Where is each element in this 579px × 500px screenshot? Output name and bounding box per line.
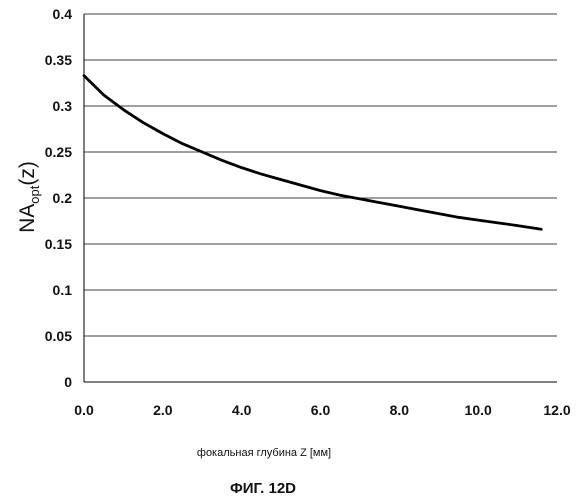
data-point bbox=[300, 184, 302, 186]
x-tick-label: 6.0 bbox=[311, 402, 331, 418]
data-point bbox=[142, 121, 144, 123]
data-point bbox=[540, 228, 542, 230]
data-point bbox=[83, 74, 85, 76]
x-tick-label: 4.0 bbox=[232, 402, 252, 418]
y-tick-label: 0.4 bbox=[53, 6, 73, 22]
y-tick-label: 0 bbox=[64, 374, 72, 390]
data-point bbox=[516, 224, 518, 226]
y-tick-label: 0.3 bbox=[53, 98, 73, 114]
x-axis-label: фокальная глубина Z [мм] bbox=[197, 447, 331, 459]
y-axis-label-main: NA bbox=[16, 204, 39, 233]
data-point bbox=[418, 209, 420, 211]
gridlines bbox=[84, 14, 557, 336]
x-tick-label: 0.0 bbox=[74, 402, 94, 418]
x-tick-label: 8.0 bbox=[390, 402, 410, 418]
y-tick-label: 0.25 bbox=[45, 144, 72, 160]
data-point bbox=[162, 132, 164, 134]
data-point bbox=[339, 194, 341, 196]
data-point bbox=[457, 216, 459, 218]
data-point bbox=[201, 151, 203, 153]
x-tick-labels: 0.0 2.0 4.0 6.0 8.0 10.0 12.0 bbox=[74, 402, 571, 418]
y-tick-label: 0.2 bbox=[53, 190, 73, 206]
y-axis-label: NAopt(z) bbox=[16, 161, 42, 233]
y-tick-label: 0.1 bbox=[53, 282, 73, 298]
y-axis-label-subscript: opt bbox=[27, 185, 42, 203]
data-point bbox=[398, 205, 400, 207]
y-tick-label: 0.35 bbox=[45, 52, 72, 68]
y-tick-label: 0.05 bbox=[45, 328, 72, 344]
y-tick-label: 0.15 bbox=[45, 236, 72, 252]
x-tick-label: 10.0 bbox=[465, 402, 492, 418]
series-group bbox=[83, 74, 543, 230]
x-tick-label: 2.0 bbox=[153, 402, 173, 418]
series-line-0 bbox=[84, 76, 541, 230]
data-point bbox=[477, 219, 479, 221]
data-point bbox=[103, 94, 105, 96]
y-axis-label-suffix: (z) bbox=[16, 161, 39, 186]
y-tick-labels: 0 0.05 0.1 0.15 0.2 0.25 0.3 0.35 0.4 bbox=[45, 6, 72, 390]
data-point bbox=[378, 201, 380, 203]
x-tick-label: 12.0 bbox=[543, 402, 570, 418]
data-point bbox=[240, 166, 242, 168]
data-point bbox=[280, 178, 282, 180]
data-point bbox=[122, 108, 124, 110]
figure-caption: ФИГ. 12D bbox=[230, 480, 296, 497]
data-point bbox=[497, 222, 499, 224]
data-point bbox=[319, 189, 321, 191]
data-point bbox=[260, 173, 262, 175]
data-point bbox=[438, 212, 440, 214]
data-point bbox=[359, 198, 361, 200]
data-point bbox=[181, 143, 183, 145]
data-point bbox=[221, 159, 223, 161]
